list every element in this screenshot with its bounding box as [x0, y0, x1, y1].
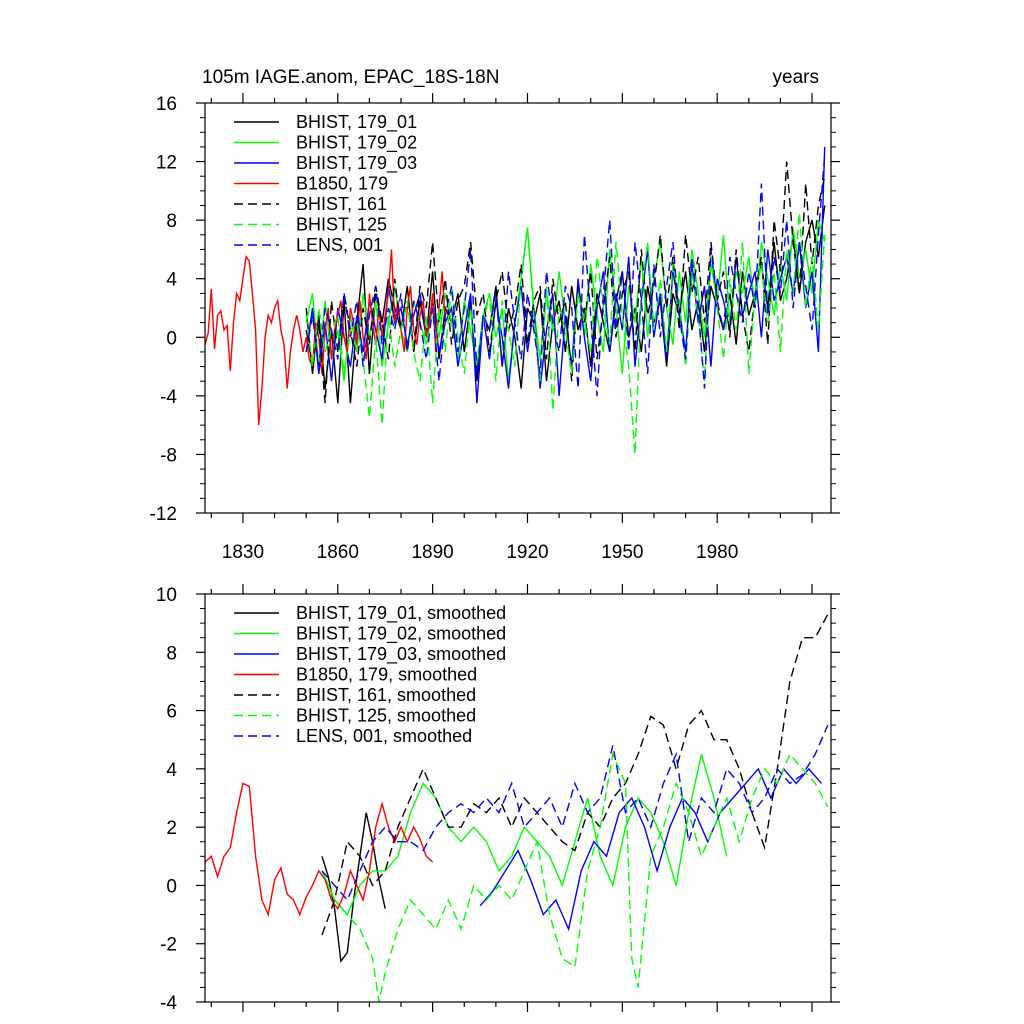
bottom-legend-label: BHIST, 125, smoothed [296, 706, 476, 726]
bottom-y-tick-label: -4 [160, 993, 177, 1014]
bottom-y-tick-label: 8 [166, 643, 177, 664]
top-legend-label: B1850, 179 [296, 174, 388, 194]
bottom-y-tick-label: 4 [166, 760, 177, 781]
top-legend-label: LENS, 001 [296, 235, 383, 255]
top-x-tick-label: 1920 [506, 542, 548, 563]
bottom-series-lens-001-smoothed [321, 724, 829, 902]
bottom-y-tick-label: 6 [166, 702, 177, 723]
bottom-legend-label: BHIST, 179_02, smoothed [296, 624, 506, 645]
bottom-series-bhist-179-01-smoothed [321, 812, 386, 964]
bottom-legend-label: BHIST, 161, smoothed [296, 685, 476, 705]
top-y-tick-label: 12 [156, 153, 177, 174]
bottom-series-bhist-161-smoothed [321, 614, 829, 936]
top-panel-title: 105m IAGE.anom, EPAC_18S-18N [202, 67, 499, 88]
bottom-legend-label: B1850, 179, smoothed [296, 665, 477, 685]
top-x-tick-label: 1980 [696, 542, 738, 563]
bottom-y-tick-label: 10 [156, 585, 177, 606]
top-x-tick-label: 1860 [317, 542, 359, 563]
top-y-tick-label: -12 [150, 504, 177, 525]
top-y-tick-label: -8 [160, 445, 177, 466]
top-series-bhist-161 [305, 161, 826, 404]
bottom-legend-label: LENS, 001, smoothed [296, 726, 472, 746]
bottom-y-tick-label: 0 [166, 876, 177, 897]
top-y-tick-label: 4 [166, 270, 177, 291]
top-y-tick-label: -4 [160, 387, 177, 408]
top-y-tick-label: 0 [166, 328, 177, 349]
top-series-lens-001 [305, 154, 826, 396]
top-y-tick-label: 8 [166, 211, 177, 232]
top-legend-label: BHIST, 179_02 [296, 133, 417, 154]
bottom-legend-label: BHIST, 179_03, smoothed [296, 644, 506, 665]
bottom-series-bhist-179-02-smoothed [321, 754, 728, 916]
bottom-legend-label: BHIST, 179_01, smoothed [296, 603, 506, 624]
top-panel: 105m IAGE.anom, EPAC_18S-18N years BHIST… [150, 67, 840, 563]
bottom-series-bhist-125-smoothed [321, 751, 829, 1003]
top-x-tick-label: 1890 [411, 542, 453, 563]
top-x-tick-label: 1830 [222, 542, 264, 563]
top-legend-label: BHIST, 179_03 [296, 153, 417, 174]
top-legend-label: BHIST, 161 [296, 194, 387, 214]
bottom-series-bhist-179-03-smoothed [479, 767, 823, 932]
bottom-y-tick-label: 2 [166, 818, 177, 839]
top-series-b1850-179 [204, 249, 446, 426]
top-panel-right-title: years [773, 67, 819, 88]
top-x-tick-label: 1950 [601, 542, 643, 563]
bottom-series-b1850-179-smoothed [204, 782, 434, 917]
top-legend-label: BHIST, 125 [296, 215, 387, 235]
bottom-y-tick-label: -2 [160, 935, 177, 956]
top-legend-label: BHIST, 179_01 [296, 112, 417, 133]
top-y-tick-label: 16 [156, 94, 177, 115]
